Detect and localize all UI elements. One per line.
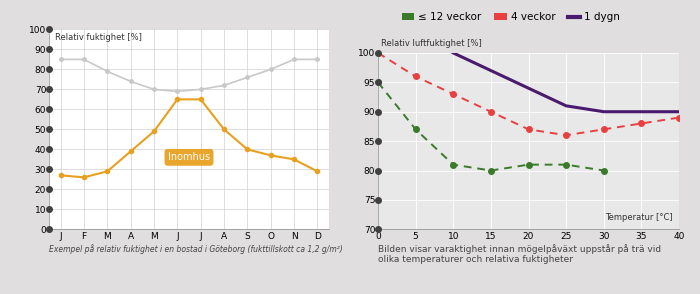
Text: Inomhus: Inomhus xyxy=(168,152,210,162)
Text: Relativ luftfuktighet [%]: Relativ luftfuktighet [%] xyxy=(381,39,482,48)
Legend: ≤ 12 veckor, 4 veckor, 1 dygn: ≤ 12 veckor, 4 veckor, 1 dygn xyxy=(398,8,624,26)
Text: Exempel på relativ fuktighet i en bostad i Göteborg (fukttillskott ca 1,2 g/m²): Exempel på relativ fuktighet i en bostad… xyxy=(49,244,343,254)
Text: Temperatur [°C]: Temperatur [°C] xyxy=(606,213,673,222)
Text: Relativ fuktighet [%]: Relativ fuktighet [%] xyxy=(55,34,141,42)
Text: Bilden visar varaktighet innan mögelpåväxt uppstår på trä vid
olika temperaturer: Bilden visar varaktighet innan mögelpåvä… xyxy=(378,244,661,264)
